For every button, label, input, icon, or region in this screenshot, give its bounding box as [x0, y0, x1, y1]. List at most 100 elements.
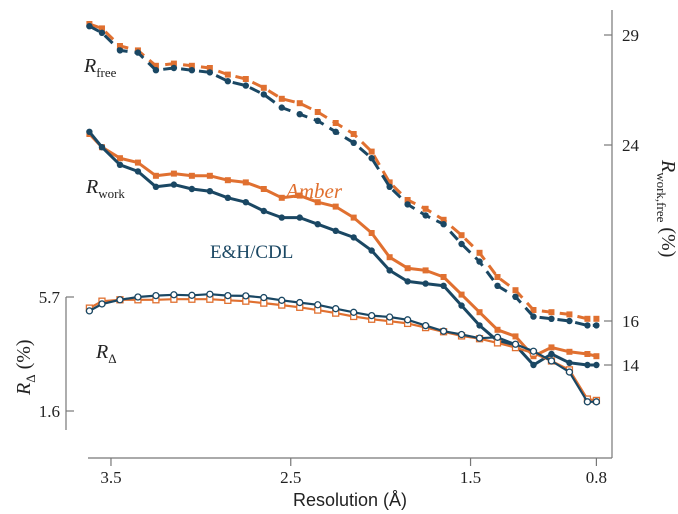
- data-point: [98, 300, 106, 308]
- data-point: [566, 311, 573, 318]
- series-rfree-amber: [86, 21, 600, 322]
- data-point: [529, 347, 538, 355]
- data-point: [98, 144, 106, 151]
- data-point: [260, 84, 267, 91]
- data-point: [475, 334, 484, 342]
- data-point: [476, 322, 483, 329]
- data-point: [332, 305, 340, 313]
- plot-series: [85, 21, 601, 406]
- data-point: [350, 214, 357, 221]
- data-point: [206, 188, 214, 195]
- data-point: [421, 321, 430, 330]
- right-tick-label: 14: [622, 356, 640, 375]
- left-tick-label: 5.7: [39, 288, 61, 307]
- data-point: [458, 232, 465, 239]
- data-point: [206, 172, 213, 179]
- data-point: [494, 282, 501, 289]
- data-point: [385, 313, 394, 321]
- data-point: [584, 351, 591, 357]
- x-axis-title: Resolution (Å): [293, 490, 407, 510]
- data-point: [566, 359, 573, 366]
- rfree-annotation: Rfree: [83, 55, 117, 80]
- series-rwork-amber: [86, 131, 600, 360]
- data-point: [593, 353, 600, 360]
- data-point: [314, 117, 321, 125]
- data-point: [98, 29, 106, 36]
- data-point: [404, 201, 411, 208]
- data-point: [170, 291, 178, 299]
- data-point: [188, 291, 196, 299]
- data-point: [332, 227, 339, 234]
- data-point: [278, 194, 285, 201]
- data-point: [98, 25, 105, 32]
- data-point: [224, 291, 232, 300]
- data-point: [152, 62, 159, 69]
- data-point: [404, 278, 411, 285]
- data-point: [296, 100, 303, 107]
- data-point: [116, 296, 124, 304]
- data-point: [530, 361, 537, 369]
- data-point: [422, 205, 429, 212]
- series-rdelta-amber: [85, 295, 601, 405]
- data-point: [458, 240, 465, 248]
- data-point: [116, 47, 124, 54]
- data-point: [188, 62, 195, 69]
- data-point: [134, 49, 142, 56]
- data-point: [188, 67, 196, 74]
- data-point: [260, 207, 267, 215]
- data-point: [368, 247, 375, 254]
- data-point: [593, 361, 600, 369]
- data-point: [548, 309, 555, 316]
- data-point: [440, 221, 447, 228]
- left-tick-label: 1.6: [39, 402, 60, 421]
- data-point: [170, 64, 178, 72]
- data-point: [404, 265, 411, 272]
- series-line: [88, 130, 597, 367]
- data-point: [170, 181, 178, 188]
- data-point: [547, 357, 556, 365]
- data-point: [314, 109, 321, 115]
- amber-label: Amber: [284, 179, 343, 203]
- data-point: [242, 82, 250, 89]
- data-point: [224, 177, 231, 184]
- data-point: [368, 155, 375, 162]
- data-point: [278, 95, 285, 102]
- data-point: [583, 398, 592, 406]
- data-point: [440, 216, 447, 223]
- data-point: [242, 199, 250, 206]
- data-point: [404, 197, 411, 203]
- rwork-annotation: Rwork: [85, 176, 125, 201]
- data-point: [170, 60, 177, 67]
- data-point: [206, 290, 214, 298]
- data-point: [566, 317, 573, 325]
- data-point: [224, 78, 232, 85]
- right-axis-title: Rwork,free (%): [654, 159, 678, 257]
- x-ticks: 3.5 2.5 1.5 0.8: [100, 458, 607, 487]
- data-point: [134, 168, 142, 175]
- data-point: [206, 65, 213, 71]
- data-point: [350, 308, 358, 316]
- data-point: [314, 221, 321, 228]
- right-tick-label: 24: [622, 136, 640, 155]
- data-point: [296, 111, 303, 118]
- data-point: [565, 368, 574, 376]
- data-point: [116, 155, 123, 162]
- data-point: [134, 293, 142, 301]
- data-point: [224, 194, 232, 201]
- data-point: [440, 274, 447, 280]
- right-tick-label: 29: [622, 26, 639, 45]
- data-point: [188, 172, 195, 179]
- data-point: [548, 350, 555, 358]
- x-tick-label: 1.5: [460, 468, 481, 487]
- right-tick-label: 16: [622, 312, 639, 331]
- data-point: [494, 274, 501, 280]
- series-rwork-ehcdl: [86, 128, 600, 369]
- data-point: [86, 23, 93, 30]
- x-tick-label: 0.8: [586, 468, 607, 487]
- series-rdelta-ehcdl: [85, 290, 601, 406]
- rdelta-annotation: RΔ: [95, 341, 117, 366]
- data-point: [592, 398, 601, 406]
- data-point: [332, 128, 339, 135]
- data-point: [584, 322, 591, 329]
